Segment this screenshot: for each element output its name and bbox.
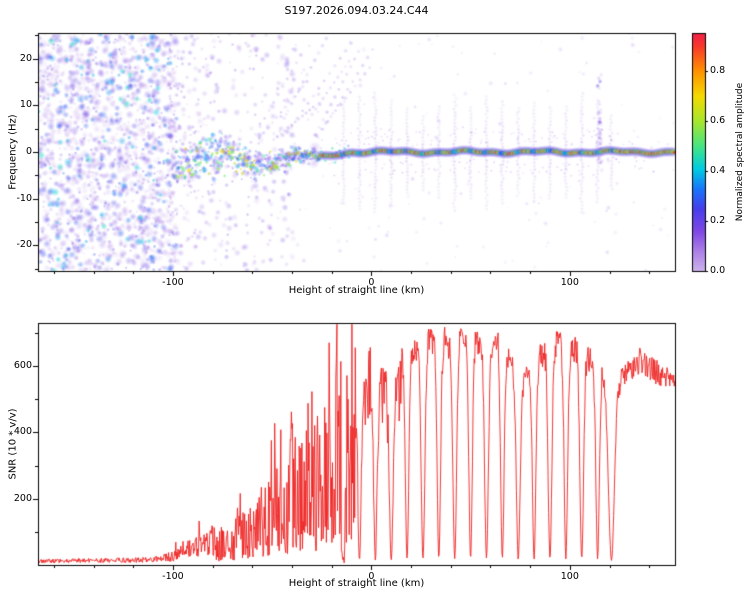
bottom-yaxis-label: SNR (10 * v/v) [7,408,19,480]
top-x-tick-label: -100 [162,277,184,288]
colorbar-tick-label: 0.4 [710,164,726,176]
top-y-tick-label: 20 [19,52,32,64]
colorbar-tick-label: 0.6 [710,114,726,126]
figure-title: S197.2026.094.03.24.C44 [284,4,429,17]
top-y-tick-label: 10 [19,99,32,111]
colorbar-tick-label: 0.0 [710,265,726,276]
top-x-tick-label: 100 [560,277,579,288]
bottom-x-tick-label: -100 [162,571,184,582]
bottom-xaxis-label: Height of straight line (km) [288,578,425,589]
colorbar-label: Normalized spectral amplitude [735,82,745,222]
bottom-x-tick-label: 100 [560,571,579,582]
top-xaxis-label: Height of straight line (km) [288,285,425,296]
colorbar-tick-label: 0.8 [710,64,726,76]
top-x-tick-label: 0 [368,277,375,288]
bottom-y-tick-label: 600 [13,360,32,372]
bottom-y-tick-label: 200 [13,492,32,504]
colorbar-tick-label: 0.2 [710,214,726,226]
bottom-x-tick-label: 0 [368,571,375,582]
top-y-tick-label: -10 [16,192,32,204]
top-y-tick-label: -20 [16,239,32,251]
top-y-tick-label: 0 [25,146,32,157]
bottom-y-tick-label: 400 [13,426,32,438]
